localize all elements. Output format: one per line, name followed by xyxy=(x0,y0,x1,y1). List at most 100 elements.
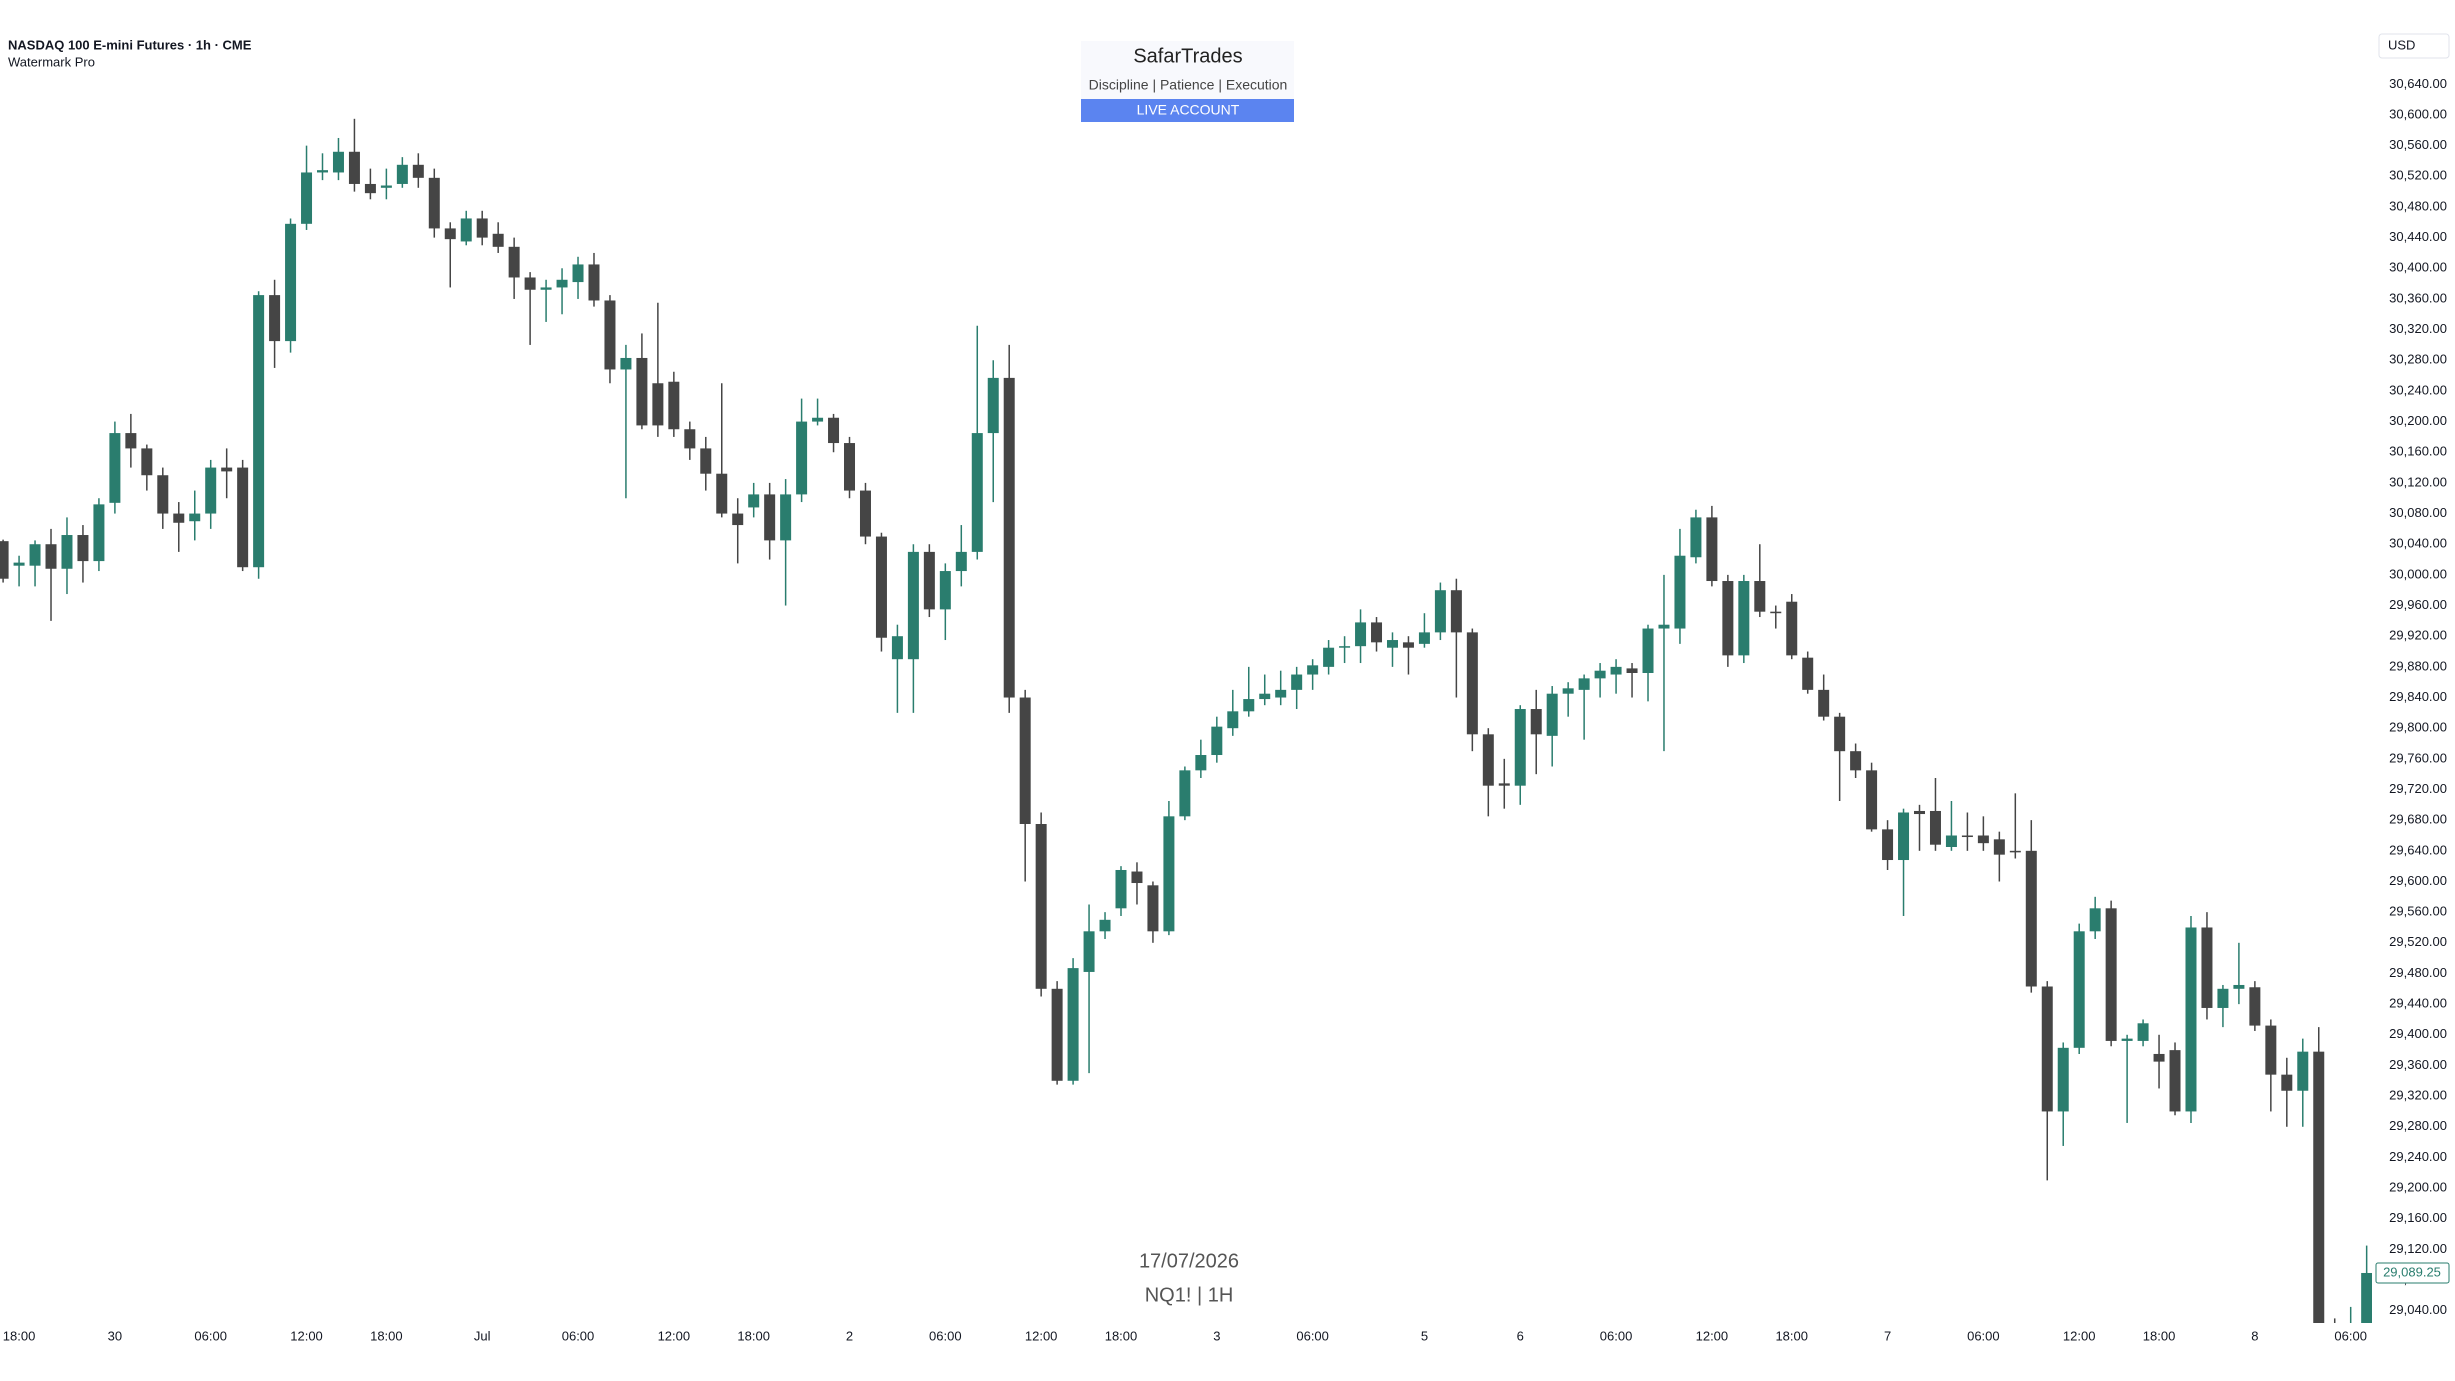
candle-body xyxy=(460,218,472,242)
candle-body xyxy=(1402,642,1414,648)
candle-body xyxy=(45,544,57,569)
y-tick-label: 29,760.00 xyxy=(2389,750,2447,765)
y-tick-label: 29,200.00 xyxy=(2389,1180,2447,1195)
candle-body xyxy=(1866,770,1878,830)
candle-body xyxy=(444,228,456,240)
watermark-title: SafarTrades xyxy=(1133,45,1242,67)
candle-body xyxy=(923,551,935,610)
candle-body xyxy=(2105,908,2117,1041)
candle-body xyxy=(77,535,89,562)
x-tick-label: 06:00 xyxy=(1600,1328,1633,1343)
candle-body xyxy=(2009,850,2021,853)
x-tick-label: 06:00 xyxy=(1967,1328,2000,1343)
candle-body xyxy=(1418,632,1430,644)
candle-body xyxy=(2361,1272,2372,1323)
y-tick-label: 29,160.00 xyxy=(2389,1210,2447,1225)
candle-body xyxy=(2201,927,2213,1008)
x-tick-label: 18:00 xyxy=(737,1328,770,1343)
candle-body xyxy=(987,377,999,434)
candle-body xyxy=(540,287,552,290)
candle-body xyxy=(1642,628,1654,673)
y-tick-label: 29,280.00 xyxy=(2389,1118,2447,1133)
candle-body xyxy=(1530,709,1542,735)
x-tick-label: 06:00 xyxy=(1296,1328,1329,1343)
x-tick-label: 06:00 xyxy=(2334,1328,2367,1343)
x-tick-label: 12:00 xyxy=(1025,1328,1058,1343)
candle-body xyxy=(2233,984,2245,989)
candle-body xyxy=(285,223,297,342)
y-tick-label: 29,880.00 xyxy=(2389,658,2447,673)
candle-body xyxy=(2041,986,2053,1112)
candle-body xyxy=(269,295,281,342)
candle-body xyxy=(1674,555,1686,629)
y-tick-label: 29,960.00 xyxy=(2389,597,2447,612)
candle-body xyxy=(1195,755,1207,771)
candle-body xyxy=(2265,1025,2277,1075)
candle-body xyxy=(955,551,967,572)
y-tick-label: 29,920.00 xyxy=(2389,628,2447,643)
x-tick-label: 12:00 xyxy=(658,1328,691,1343)
candle-body xyxy=(588,264,600,301)
currency-box[interactable] xyxy=(2378,33,2450,59)
candle-body xyxy=(1466,632,1478,735)
candle-body xyxy=(317,170,328,173)
candle-body xyxy=(2185,927,2197,1112)
candle-body xyxy=(1850,751,1862,771)
candle-body xyxy=(1482,734,1494,786)
y-tick-label: 30,320.00 xyxy=(2389,321,2447,336)
candle-body xyxy=(1307,665,1319,675)
candle-body xyxy=(1371,622,1383,643)
y-tick-label: 30,560.00 xyxy=(2389,137,2447,152)
candle-body xyxy=(396,164,408,184)
x-tick-label: 18:00 xyxy=(370,1328,403,1343)
candle-body xyxy=(29,544,41,566)
candle-body xyxy=(780,494,792,541)
candle-body xyxy=(1211,726,1223,756)
candle-body xyxy=(891,636,903,660)
y-tick-label: 29,320.00 xyxy=(2389,1088,2447,1103)
x-tick-label: 06:00 xyxy=(194,1328,227,1343)
candle-body xyxy=(1626,668,1638,673)
candle-body xyxy=(2025,850,2037,987)
y-tick-label: 30,440.00 xyxy=(2389,229,2447,244)
candle-body xyxy=(141,448,153,476)
plot-area xyxy=(0,118,2372,1323)
y-tick-label: 30,000.00 xyxy=(2389,566,2447,581)
candle-body xyxy=(173,513,185,523)
candle-body xyxy=(1099,919,1111,932)
last-price-label: 29,089.25 xyxy=(2383,1264,2441,1279)
candle-body xyxy=(1818,689,1830,717)
candle-body xyxy=(1259,693,1271,700)
candle-body xyxy=(1275,689,1287,698)
candle-body xyxy=(492,233,504,247)
candle-body xyxy=(2057,1047,2069,1112)
y-tick-label: 29,680.00 xyxy=(2389,812,2447,827)
candle-body xyxy=(205,467,217,514)
candle-body xyxy=(125,433,137,449)
candle-body xyxy=(1898,812,1910,861)
candle-body xyxy=(1961,835,1973,838)
candle-body xyxy=(636,357,648,426)
candle-body xyxy=(732,513,744,526)
candle-body xyxy=(764,494,776,541)
candle-body xyxy=(2153,1053,2165,1062)
x-tick-label: 6 xyxy=(1517,1328,1524,1343)
x-tick-label: 8 xyxy=(2251,1328,2258,1343)
y-tick-label: 29,840.00 xyxy=(2389,689,2447,704)
candle-body xyxy=(1945,835,1957,847)
candle-body xyxy=(1323,647,1335,667)
candle-body xyxy=(1690,517,1702,558)
y-tick-label: 29,440.00 xyxy=(2389,996,2447,1011)
candle-body xyxy=(1019,697,1031,825)
x-tick-label: 18:00 xyxy=(1775,1328,1808,1343)
candle-body xyxy=(748,494,760,508)
candle-body xyxy=(1434,590,1446,633)
candle-body xyxy=(2169,1050,2181,1112)
candle-body xyxy=(1929,810,1941,845)
candle-body xyxy=(109,433,121,503)
x-tick-label: 3 xyxy=(1213,1328,1220,1343)
candle-body xyxy=(428,177,440,229)
